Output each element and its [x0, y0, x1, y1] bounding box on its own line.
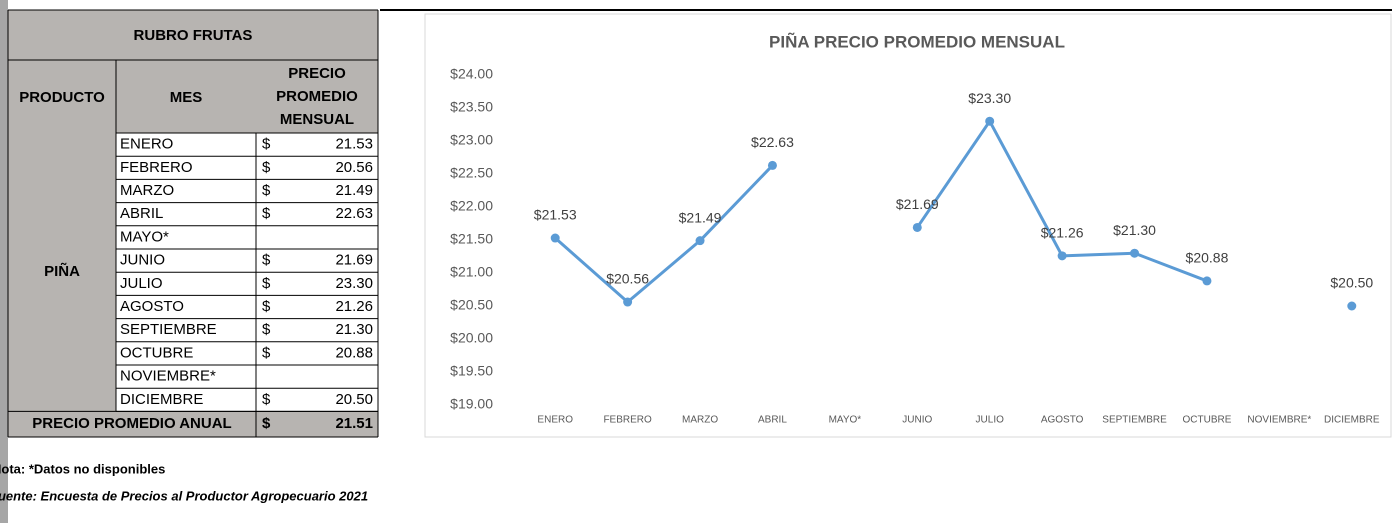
month-cell: MARZO	[120, 182, 174, 199]
month-cell: DICIEMBRE	[120, 391, 203, 408]
month-cell: OCTUBRE	[120, 344, 193, 361]
month-cell: ENERO	[120, 136, 173, 153]
table-title: RUBRO FRUTAS	[134, 27, 253, 44]
month-cell: JULIO	[120, 275, 163, 292]
total-price: 21.51	[335, 415, 373, 432]
x-tick-label: DICIEMBRE	[1324, 415, 1380, 426]
chart-frame	[424, 13, 1392, 438]
x-tick-label: OCTUBRE	[1183, 415, 1232, 426]
currency-cell: $	[262, 321, 271, 338]
data-label: $22.63	[751, 134, 794, 150]
title-cell	[8, 10, 378, 60]
header: PRECIO PROMEDIO MENSUAL	[276, 65, 358, 128]
y-tick-label: $24.00	[450, 66, 493, 82]
total-row	[8, 411, 378, 437]
y-tick-label: $20.50	[450, 297, 493, 313]
y-tick-label: $23.50	[450, 99, 493, 115]
y-tick-label: $21.50	[450, 231, 493, 247]
month-cell: FEBRERO	[120, 159, 193, 176]
currency-cell: $	[262, 136, 271, 153]
note: Nota: *Datos no disponibles	[0, 461, 165, 476]
header: PRODUCTO	[19, 89, 105, 106]
currency-cell: $	[262, 298, 271, 315]
price-cell: 20.88	[335, 344, 373, 361]
total-label: PRECIO PROMEDIO ANUAL	[32, 415, 231, 432]
data-label: $20.56	[606, 271, 649, 287]
price-cell: 21.30	[335, 321, 373, 338]
currency-cell: $	[262, 275, 271, 292]
data-label: $23.30	[968, 90, 1011, 106]
data-label: $21.30	[1113, 222, 1156, 238]
month-cell: AGOSTO	[120, 298, 184, 315]
product-name: PIÑA	[44, 262, 80, 280]
month-cell: MAYO*	[120, 228, 169, 245]
x-tick-label: NOVIEMBRE*	[1247, 415, 1311, 426]
x-tick-label: FEBRERO	[603, 415, 652, 426]
month-cell: NOVIEMBRE*	[120, 368, 216, 385]
sheet-edge	[0, 0, 8, 523]
point	[550, 233, 560, 243]
y-tick-label: $20.00	[450, 330, 493, 346]
data-label: $21.49	[679, 209, 722, 225]
data-label: $21.69	[896, 196, 939, 212]
header-cell	[8, 60, 378, 133]
point	[985, 116, 995, 126]
header: MES	[170, 89, 203, 106]
month-cell: JUNIO	[120, 252, 165, 269]
currency-cell: $	[262, 391, 271, 408]
x-tick-label: SEPTIEMBRE	[1102, 415, 1167, 426]
point	[695, 236, 705, 246]
data-label: $21.26	[1041, 225, 1084, 241]
point	[912, 222, 922, 232]
price-cell: 21.69	[335, 252, 373, 269]
y-tick-label: $21.00	[450, 264, 493, 280]
point	[1347, 301, 1357, 311]
price-cell: 20.50	[335, 391, 373, 408]
y-tick-label: $22.50	[450, 165, 493, 181]
price-cell: 20.56	[335, 159, 373, 176]
price-cell: 22.63	[335, 205, 373, 222]
point	[1057, 251, 1067, 261]
product-cell	[8, 133, 116, 412]
currency-cell: $	[262, 344, 271, 361]
point	[1130, 248, 1140, 258]
x-tick-label: JUNIO	[902, 415, 932, 426]
x-tick-label: AGOSTO	[1041, 415, 1084, 426]
y-tick-label: $19.50	[450, 363, 493, 379]
point	[623, 297, 633, 307]
source: Fuente: Encuesta de Precios al Productor…	[0, 488, 368, 503]
x-tick-label: JULIO	[976, 415, 1005, 426]
x-tick-label: MAYO*	[829, 415, 862, 426]
data-label: $20.50	[1330, 275, 1373, 291]
x-tick-label: MARZO	[682, 415, 718, 426]
point	[1202, 276, 1212, 286]
price-cell: 23.30	[335, 275, 373, 292]
chart-title: PIÑA PRECIO PROMEDIO MENSUAL	[769, 31, 1065, 51]
y-tick-label: $22.00	[450, 198, 493, 214]
price-cell: 21.53	[335, 136, 373, 153]
currency-cell: $	[262, 159, 271, 176]
total-currency: $	[262, 415, 271, 432]
currency-cell: $	[262, 205, 271, 222]
month-cell: ABRIL	[120, 205, 163, 222]
currency-cell: $	[262, 182, 271, 199]
y-tick-label: $23.00	[450, 132, 493, 148]
currency-cell: $	[262, 252, 271, 269]
x-tick-label: ENERO	[537, 415, 573, 426]
data-label: $20.88	[1186, 250, 1229, 266]
x-tick-label: ABRIL	[758, 415, 787, 426]
y-tick-label: $19.00	[450, 396, 493, 412]
price-cell: 21.49	[335, 182, 373, 199]
data-label: $21.53	[534, 207, 577, 223]
price-cell: 21.26	[335, 298, 373, 315]
point	[767, 160, 777, 170]
month-cell: SEPTIEMBRE	[120, 321, 217, 338]
